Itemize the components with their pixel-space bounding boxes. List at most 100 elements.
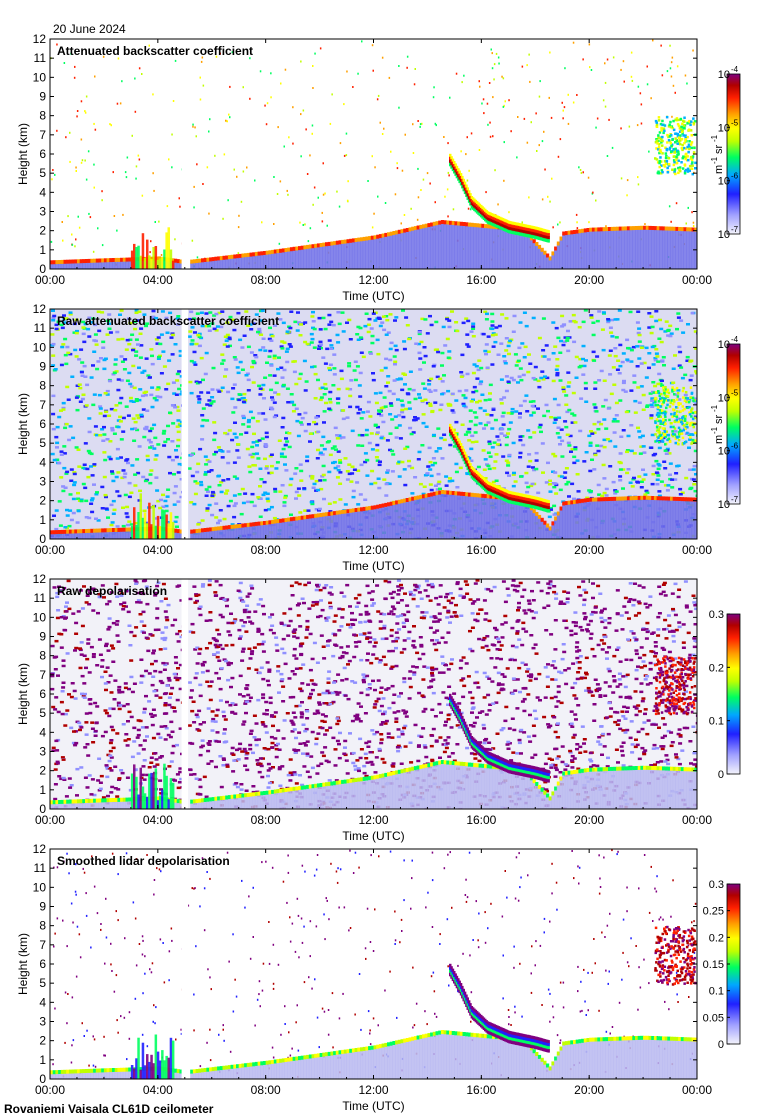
panel-title: Raw depolarisation: [57, 584, 167, 598]
y-tick-label: 1: [39, 1053, 46, 1067]
y-tick-label: 2: [39, 494, 46, 508]
x-tick-label: 20:00: [574, 813, 604, 827]
y-tick-label: 7: [39, 398, 46, 412]
svg-text:-1: -1: [710, 156, 719, 164]
colorbar-tick-label: 10: [718, 122, 730, 134]
colorbar-tick-label: 0.05: [703, 1012, 724, 1024]
x-tick-label: 00:00: [35, 543, 65, 557]
x-tick-label: 12:00: [358, 1083, 388, 1097]
y-tick-label: 3: [39, 1015, 46, 1029]
colorbar-tick-exponent: -5: [731, 118, 739, 127]
data-gap: [181, 39, 189, 269]
y-tick-label: 4: [39, 725, 46, 739]
y-axis-label: Height (km): [16, 393, 30, 455]
colorbar-tick-label: 10: [718, 176, 730, 188]
colorbar-tick-exponent: -6: [731, 442, 739, 451]
y-tick-label: 5: [39, 706, 46, 720]
y-tick-label: 9: [39, 360, 46, 374]
colorbar-tick-label: 0.3: [709, 879, 724, 891]
y-tick-label: 6: [39, 957, 46, 971]
colorbar-unit: m-1sr-1: [710, 134, 725, 174]
y-tick-label: 8: [39, 109, 46, 123]
svg-text:m: m: [713, 165, 725, 174]
x-axis-label: Time (UTC): [342, 289, 404, 303]
x-tick-label: 00:00: [682, 813, 712, 827]
heatmap-field: [50, 309, 697, 539]
data-gap: [181, 309, 189, 539]
colorbar-tick-label: 10: [718, 446, 730, 458]
y-tick-label: 7: [39, 668, 46, 682]
x-tick-label: 12:00: [358, 813, 388, 827]
y-tick-label: 0: [39, 802, 46, 816]
x-tick-label: 20:00: [574, 1083, 604, 1097]
instrument-footer: Rovaniemi Vaisala CL61D ceilometer: [4, 1102, 214, 1116]
y-tick-label: 0: [39, 262, 46, 276]
date-label: 20 June 2024: [53, 22, 126, 36]
colorbar-tick-label: 0.2: [709, 662, 724, 674]
y-tick-label: 10: [33, 70, 47, 84]
colorbar-tick-exponent: -6: [731, 172, 739, 181]
heatmap-field: [50, 849, 697, 1079]
y-tick-label: 8: [39, 379, 46, 393]
y-tick-label: 2: [39, 764, 46, 778]
colorbar-tick-exponent: -4: [731, 335, 739, 344]
data-gap: [181, 849, 189, 1079]
colorbar-tick-label: 0.1: [709, 716, 724, 728]
y-tick-label: 5: [39, 436, 46, 450]
y-tick-label: 7: [39, 128, 46, 142]
y-tick-label: 1: [39, 243, 46, 257]
y-tick-label: 8: [39, 919, 46, 933]
x-tick-label: 00:00: [682, 273, 712, 287]
x-tick-label: 00:00: [35, 813, 65, 827]
colorbar-tick-label: 10: [718, 499, 730, 511]
y-tick-label: 6: [39, 147, 46, 161]
x-tick-label: 00:00: [682, 543, 712, 557]
x-tick-label: 08:00: [251, 273, 281, 287]
colorbar-tick-label: 10: [718, 339, 730, 351]
x-tick-label: 20:00: [574, 273, 604, 287]
x-tick-label: 00:00: [682, 1083, 712, 1097]
heatmap-field: [50, 579, 697, 809]
colorbar-tick-label: 0: [718, 769, 724, 781]
y-tick-label: 12: [33, 32, 47, 46]
colorbar-tick-exponent: -7: [731, 495, 739, 504]
colorbar-tick-exponent: -7: [731, 225, 739, 234]
y-axis-label: Height (km): [16, 933, 30, 995]
y-tick-label: 2: [39, 1034, 46, 1048]
y-tick-label: 5: [39, 166, 46, 180]
colorbar-tick-label: 0.15: [703, 959, 724, 971]
panel-title: Smoothed lidar depolarisation: [57, 854, 230, 868]
y-tick-label: 12: [33, 572, 47, 586]
colorbar: [726, 343, 741, 505]
data-gap: [181, 579, 189, 809]
y-tick-label: 5: [39, 976, 46, 990]
y-tick-label: 11: [34, 591, 47, 605]
y-tick-label: 9: [39, 900, 46, 914]
y-axis-label: Height (km): [16, 123, 30, 185]
colorbar: [726, 613, 741, 775]
y-tick-label: 9: [39, 630, 46, 644]
y-tick-label: 10: [33, 880, 47, 894]
colorbar-tick-label: 10: [718, 229, 730, 241]
x-tick-label: 08:00: [251, 813, 281, 827]
y-tick-label: 4: [39, 185, 46, 199]
y-tick-label: 12: [33, 302, 47, 316]
y-tick-label: 11: [34, 321, 47, 335]
x-tick-label: 20:00: [574, 543, 604, 557]
colorbar-tick-label: 0.2: [709, 932, 724, 944]
x-tick-label: 12:00: [358, 273, 388, 287]
x-tick-label: 16:00: [466, 813, 496, 827]
y-tick-label: 3: [39, 205, 46, 219]
x-axis-label: Time (UTC): [342, 829, 404, 843]
x-tick-label: 00:00: [35, 1083, 65, 1097]
colorbar-tick-exponent: -4: [731, 65, 739, 74]
y-tick-label: 11: [34, 51, 47, 65]
colorbar-tick-label: 10: [718, 69, 730, 81]
heatmap-field: [50, 39, 697, 269]
y-tick-label: 10: [33, 610, 47, 624]
y-tick-label: 0: [39, 532, 46, 546]
svg-text:-1: -1: [710, 134, 719, 142]
